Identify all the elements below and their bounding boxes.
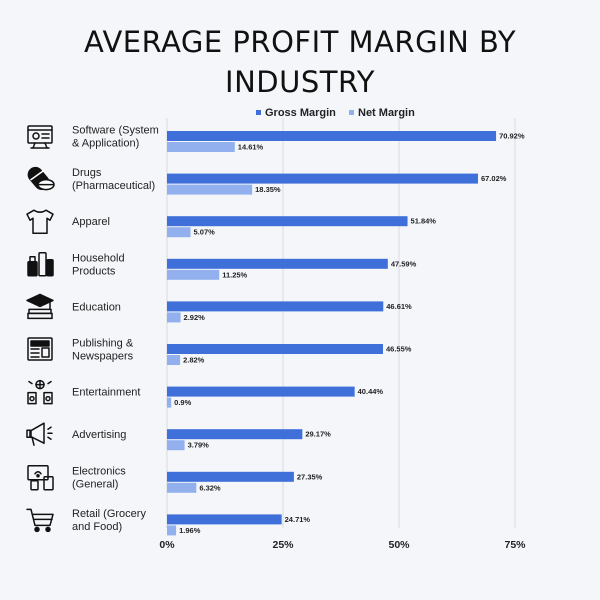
data-label: 6.32%: [199, 483, 221, 492]
net-margin-bar: [167, 227, 191, 238]
net-margin-bar: [167, 525, 177, 536]
gross-margin-bar: [167, 471, 294, 482]
net-margin-bar: [167, 312, 181, 323]
data-label: 14.61%: [238, 143, 264, 152]
category-label: Household: [72, 252, 125, 264]
x-tick-label: 0%: [159, 539, 175, 551]
entertainment-icon: [27, 379, 53, 405]
x-tick-label: 25%: [272, 539, 294, 551]
x-tick-label: 50%: [388, 539, 410, 551]
shopping-cart-icon: [26, 508, 54, 533]
x-axis: 0% 25% 50% 75%: [159, 539, 526, 551]
data-label: 24.71%: [285, 515, 311, 524]
chart-title: AVERAGE PROFIT MARGIN BY INDUSTRY: [0, 22, 600, 102]
gross-margin-bar: [167, 216, 408, 227]
gross-margin-bar: [167, 258, 388, 269]
chart-title-line-2: INDUSTRY: [225, 65, 375, 99]
legend-swatch: [349, 110, 354, 115]
category-labels: Software (System& Application) Drugs(Phar…: [72, 125, 159, 533]
megaphone-icon: [26, 422, 53, 446]
category-label: Products: [72, 265, 116, 277]
data-label: 47.59%: [391, 259, 417, 268]
data-label: 46.61%: [386, 302, 412, 311]
data-label: 40.44%: [358, 387, 384, 396]
data-label: 11.25%: [222, 270, 247, 279]
data-label: 67.02%: [481, 174, 507, 183]
gross-margin-bar: [167, 173, 478, 184]
category-label: Drugs: [72, 167, 102, 179]
net-margin-bar: [167, 142, 235, 152]
category-label: and Food): [72, 521, 122, 533]
category-icons: [26, 125, 55, 533]
category-label: Newspapers: [72, 351, 134, 363]
data-label: 3.79%: [188, 441, 210, 450]
category-label: Retail (Grocery: [72, 508, 146, 520]
education-icon: [26, 293, 54, 320]
category-label: Education: [72, 301, 121, 313]
data-label: 29.17%: [305, 430, 331, 439]
category-label: (Pharmaceutical): [72, 180, 155, 192]
net-margin-bar: [167, 184, 253, 195]
category-label: Software (System: [72, 125, 159, 137]
bars: 70.92% 14.61% 67.02% 18.35% 51.84% 5.07% 47.59…: [167, 131, 525, 536]
data-label: 70.92%: [499, 132, 525, 141]
tshirt-icon: [26, 209, 54, 234]
category-label: Advertising: [72, 429, 126, 441]
chart-title-line-1: AVERAGE PROFIT MARGIN BY: [83, 25, 517, 59]
category-label: & Application): [72, 138, 139, 150]
category-label: Publishing &: [72, 338, 134, 350]
household-icon: [27, 252, 54, 277]
pills-icon: [27, 166, 55, 191]
net-margin-bar: [167, 397, 172, 408]
net-margin-bar: [167, 482, 197, 493]
data-label: 2.92%: [184, 313, 206, 322]
net-margin-bar: [167, 269, 220, 280]
newspaper-icon: [27, 337, 53, 361]
electronics-icon: [27, 465, 54, 491]
data-label: 0.9%: [174, 398, 191, 407]
legend-swatch: [256, 110, 261, 115]
software-icon: [27, 125, 53, 149]
category-label: Electronics: [72, 465, 126, 477]
data-label: 5.07%: [194, 228, 216, 237]
legend-label: Net Margin: [358, 107, 415, 119]
gross-margin-bar: [167, 131, 497, 141]
legend: Gross Margin Net Margin: [256, 107, 415, 119]
data-label: 51.84%: [411, 217, 437, 226]
category-label: Apparel: [72, 216, 110, 228]
gross-margin-bar: [167, 429, 303, 440]
category-label: Entertainment: [72, 387, 140, 399]
x-tick-label: 75%: [504, 539, 526, 551]
gross-margin-bar: [167, 514, 282, 525]
net-margin-bar: [167, 440, 185, 451]
gross-margin-bar: [167, 386, 355, 397]
category-label: (General): [72, 478, 118, 490]
gross-margin-bar: [167, 301, 384, 312]
data-label: 1.96%: [179, 526, 201, 535]
legend-label: Gross Margin: [265, 107, 336, 119]
data-label: 46.55%: [386, 345, 412, 354]
gross-margin-bar: [167, 344, 383, 354]
net-margin-bar: [167, 355, 181, 365]
data-label: 2.82%: [183, 356, 205, 365]
data-label: 27.35%: [297, 472, 323, 481]
data-label: 18.35%: [255, 185, 281, 194]
